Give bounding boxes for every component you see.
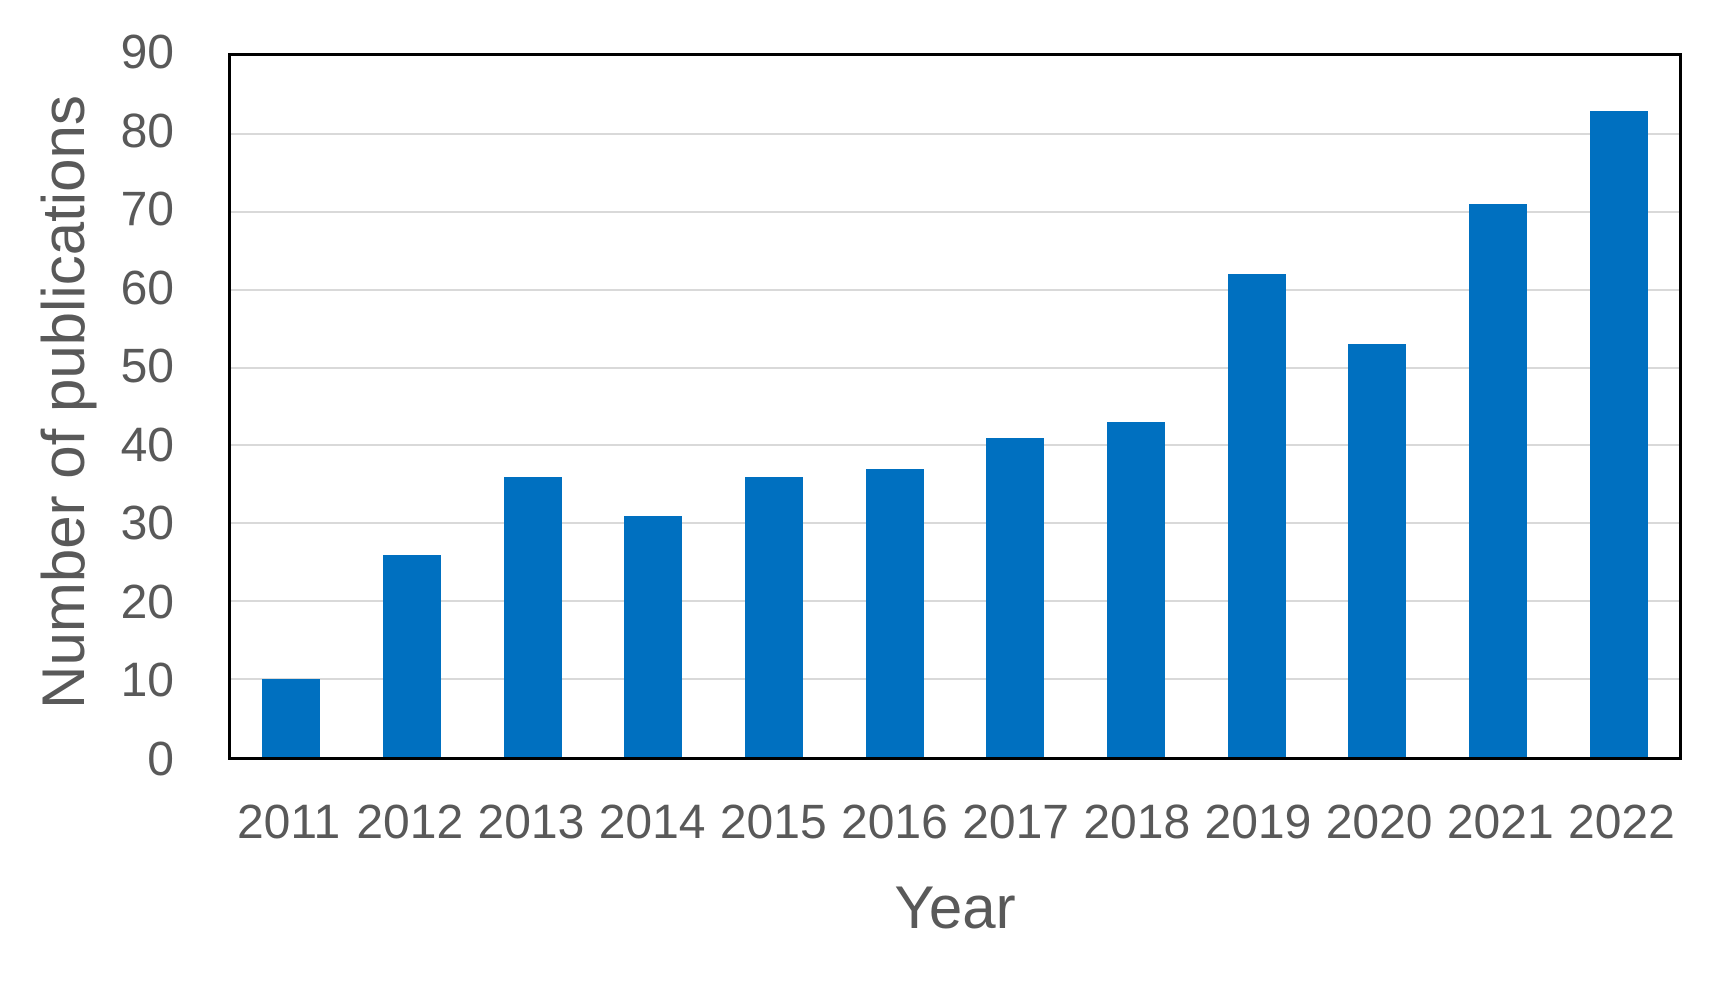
- x-axis-tick-labels: 2011 2012 2013 2014 2015 2016 2017 2018 2019 2020…: [228, 798, 1682, 854]
- bar-2020: [1348, 344, 1407, 757]
- bar-2019: [1227, 274, 1286, 757]
- x-tick-label-2020: 2020: [1325, 796, 1433, 849]
- gridline-20: [231, 600, 1679, 603]
- y-tick-label-10: 10: [120, 654, 174, 708]
- y-tick-label-90: 90: [120, 26, 174, 79]
- x-tick-label-2019: 2019: [1204, 796, 1312, 849]
- bar-2021: [1469, 204, 1527, 757]
- bar-2015: [745, 476, 803, 757]
- bar-2017: [986, 437, 1045, 757]
- bar-2013: [503, 476, 562, 757]
- gridline-40: [231, 444, 1679, 447]
- y-tick-label-70: 70: [120, 183, 174, 237]
- y-tick-label-0: 0: [147, 733, 174, 786]
- bar-2011: [262, 679, 321, 757]
- y-tick-label-50: 50: [120, 340, 174, 394]
- plot-area: [228, 53, 1682, 760]
- y-tick-label-80: 80: [120, 104, 174, 158]
- x-tick-label-2022: 2022: [1568, 796, 1675, 849]
- y-tick-label-40: 40: [120, 418, 174, 472]
- bar-2016: [865, 468, 924, 757]
- y-axis-tick-labels: 0 10 20 30 40 50 60 70 80 90: [0, 29, 192, 784]
- x-tick-label-2011: 2011: [236, 796, 341, 849]
- x-tick-label-2017: 2017: [962, 796, 1069, 849]
- x-tick-label-2021: 2021: [1446, 796, 1554, 849]
- bar-2018: [1107, 422, 1165, 757]
- gridline-50: [231, 366, 1679, 369]
- gridline-80: [231, 132, 1679, 135]
- bar-2022: [1589, 110, 1648, 757]
- x-tick-label-2015: 2015: [719, 796, 827, 849]
- gridline-30: [231, 522, 1679, 525]
- x-tick-label-2014: 2014: [598, 796, 706, 849]
- gridline-10: [231, 678, 1679, 681]
- x-axis-title: Year: [894, 874, 1016, 941]
- bar-2012: [383, 554, 441, 757]
- bar-2014: [624, 515, 683, 757]
- y-tick-label-20: 20: [120, 575, 174, 629]
- x-tick-label-2016: 2016: [841, 796, 948, 849]
- y-tick-label-30: 30: [120, 497, 174, 551]
- x-tick-label-2013: 2013: [477, 796, 585, 849]
- x-tick-label-2012: 2012: [356, 796, 464, 849]
- gridline-60: [231, 288, 1679, 291]
- gridline-70: [231, 210, 1679, 213]
- y-tick-label-60: 60: [120, 261, 174, 315]
- x-tick-label-2018: 2018: [1083, 796, 1191, 849]
